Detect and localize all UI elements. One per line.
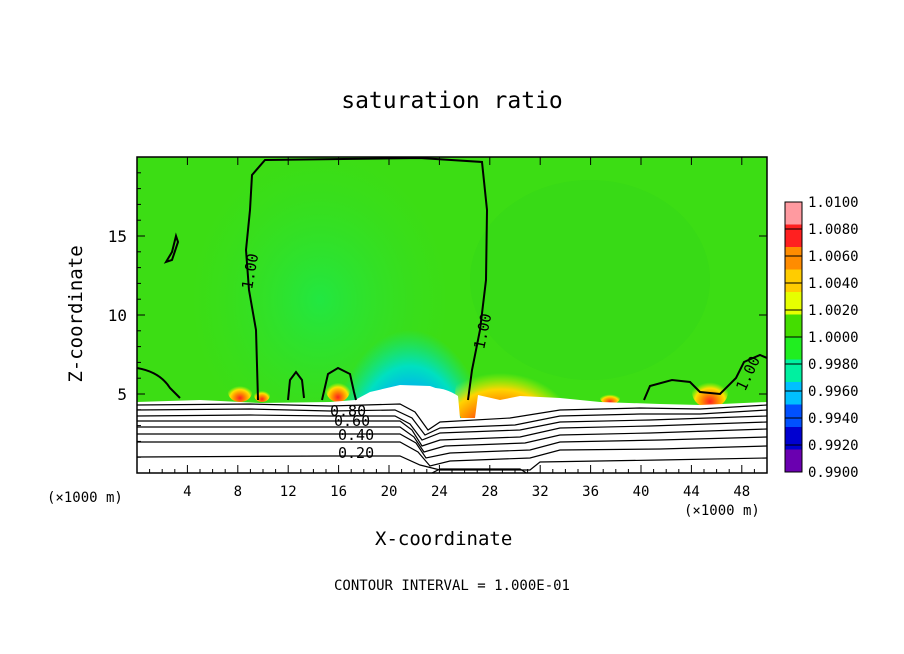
x-tick-label: 36 — [582, 484, 599, 500]
colorbar-swatch — [785, 314, 802, 338]
contour-label: 1.00 — [238, 252, 262, 291]
x-axis-title: X-coordinate — [375, 528, 513, 550]
y-tick-label: 10 — [108, 306, 127, 325]
x-tick-label: 32 — [532, 484, 549, 500]
saturation-contours — [137, 157, 767, 401]
colorbar — [784, 201, 803, 473]
colorbar-swatch — [785, 449, 802, 473]
colorbar-label: 1.0020 — [808, 303, 859, 319]
y-tick-labels: 5 10 15 — [108, 227, 127, 404]
x-tick-label: 44 — [683, 484, 700, 500]
y-axis-title: Z-coordinate — [65, 245, 87, 383]
y-tick-label: 5 — [117, 385, 127, 404]
contour-label: 0.20 — [338, 444, 374, 462]
colorbar-swatch — [785, 427, 802, 450]
supersaturated-spot — [326, 378, 350, 402]
supersaturated-spot — [254, 388, 270, 402]
x-tick-label: 4 — [183, 484, 191, 500]
colorbar-swatch — [785, 269, 802, 293]
colorbar-swatch — [785, 202, 802, 225]
x-tick-label: 20 — [381, 484, 398, 500]
colorbar-label: 0.9900 — [808, 465, 859, 481]
x-tick-label: 40 — [633, 484, 650, 500]
colorbar-label: 1.0080 — [808, 222, 859, 238]
contour-interval: CONTOUR INTERVAL = 1.000E-01 — [333, 578, 570, 594]
x-tick-label: 12 — [280, 484, 297, 500]
colorbar-labels: 1.0100 1.0080 1.0060 1.0040 1.0020 1.0000 0.99… — [808, 195, 859, 481]
x-tick-label: 16 — [330, 484, 347, 500]
x-tick-label: 24 — [431, 484, 448, 500]
lower-region — [137, 385, 767, 473]
x-tick-labels: 4 8 12 16 20 24 28 32 36 40 44 48 — [183, 484, 750, 500]
colorbar-swatch — [785, 337, 802, 360]
supersaturated-spot — [228, 382, 252, 402]
contour-label: 0.80 — [330, 402, 366, 420]
colorbar-swatch — [785, 247, 802, 270]
colorbar-swatch — [785, 224, 802, 248]
x-tick-label: 28 — [481, 484, 498, 500]
colorbar-swatch — [785, 359, 802, 383]
colorbar-swatch — [785, 382, 802, 405]
axis-ticks — [137, 157, 767, 473]
colorbar-label: 1.0060 — [808, 249, 859, 265]
x-unit-left: (×1000 m) — [47, 490, 123, 506]
supersaturated-spot — [600, 392, 620, 404]
colorbar-label: 1.0000 — [808, 330, 859, 346]
lower-region — [420, 388, 460, 418]
contour-label: 0.40 — [338, 426, 374, 444]
colorbar-label: 0.9940 — [808, 411, 859, 427]
colorbar-label: 1.0100 — [808, 195, 859, 211]
contour-label: 0.60 — [334, 412, 370, 430]
low-level-contours — [137, 403, 767, 473]
colorbar-label: 0.9920 — [808, 438, 859, 454]
colorbar-swatch — [785, 292, 802, 315]
colorbar-swatch — [785, 404, 802, 428]
x-tick-label: 48 — [733, 484, 750, 500]
colorbar-label: 1.0040 — [808, 276, 859, 292]
x-unit-right: (×1000 m) — [684, 503, 760, 519]
chart-title: saturation ratio — [341, 88, 563, 114]
colorbar-label: 0.9980 — [808, 357, 859, 373]
x-tick-label: 8 — [234, 484, 242, 500]
field-shading — [470, 180, 710, 380]
y-tick-label: 15 — [108, 227, 127, 246]
colorbar-label: 0.9960 — [808, 384, 859, 400]
